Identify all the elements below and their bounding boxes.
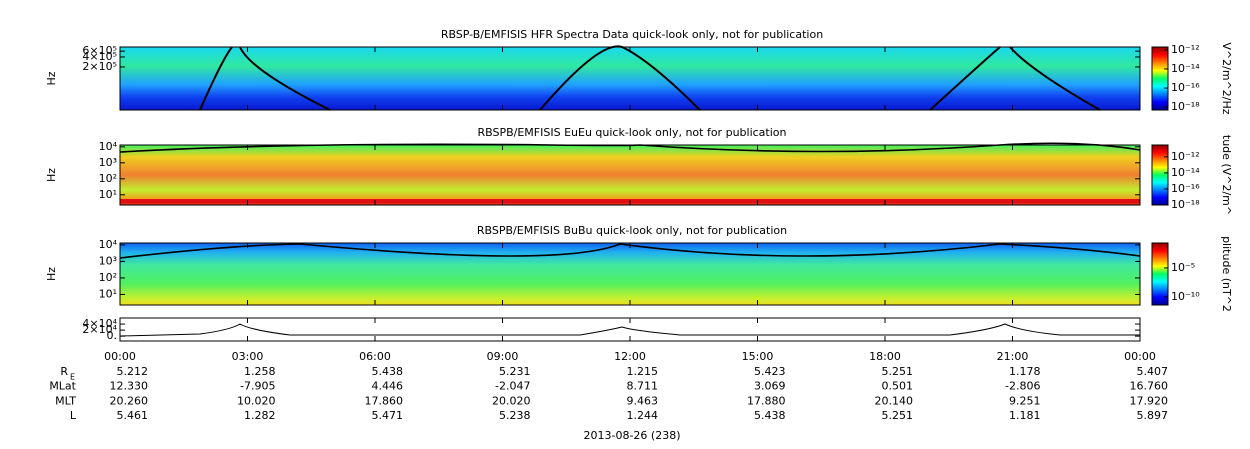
spectrogram: [120, 47, 1140, 110]
colorbar-tick-label: 10⁻¹⁶: [1171, 182, 1200, 195]
ephemeris-value: 9.463: [627, 394, 659, 407]
ephemeris-value: 12.330: [110, 380, 149, 393]
colorbar-tick-label: 10⁻¹⁴: [1171, 166, 1200, 179]
ephemeris-value: 20.140: [875, 394, 914, 407]
colorbar: [1151, 46, 1169, 111]
colorbar-label: plitude (nT^2: [1220, 236, 1233, 312]
y-tick-label: 10³: [99, 156, 117, 169]
ephemeris-value: 1.181: [1009, 409, 1041, 422]
ephemeris-value: 5.231: [499, 365, 531, 378]
x-tick-label: 15:00: [742, 350, 774, 363]
x-tick-label: 03:00: [232, 350, 264, 363]
y-tick-label: 6×10⁵: [82, 44, 117, 57]
x-tick-label: 09:00: [487, 350, 519, 363]
ephemeris-label: L: [70, 409, 77, 422]
ephemeris-value: 9.251: [1009, 394, 1041, 407]
y-axis-label: Hz: [45, 71, 58, 85]
ephemeris-value: 1.178: [1009, 365, 1041, 378]
colorbar-label: V^2/m^2/Hz: [1220, 42, 1233, 114]
colorbar-tick-label: 10⁻¹⁸: [1171, 100, 1200, 113]
y-tick-label: 4×10⁴: [82, 317, 117, 330]
colorbar-tick-label: 10⁻⁵: [1171, 261, 1195, 274]
density-trace: [119, 323, 1140, 337]
ephemeris-value: 20.020: [492, 394, 531, 407]
colorbar-tick-label: 10⁻¹⁸: [1171, 198, 1200, 211]
x-tick-label: 00:00: [1124, 350, 1156, 363]
ephemeris-label-subscript: E: [70, 373, 75, 382]
panel-title: RBSPB/EMFISIS BuBu quick-look only, not …: [477, 224, 787, 237]
y-tick-label: 4×10⁵: [82, 50, 117, 63]
ephemeris-value: 1.244: [627, 409, 659, 422]
ephemeris-value: 3.069: [754, 380, 786, 393]
y-tick-label: 10⁴: [99, 238, 118, 251]
ephemeris-label: MLT: [55, 394, 76, 407]
y-axis-label: Hz: [45, 168, 58, 182]
ephemeris-value: 4.446: [372, 380, 404, 393]
colorbar: [1151, 242, 1169, 306]
ephemeris-value: 20.260: [110, 394, 149, 407]
ephemeris-value: 17.860: [365, 394, 404, 407]
ephemeris-value: 5.897: [1137, 409, 1169, 422]
x-tick-label: 06:00: [359, 350, 391, 363]
y-tick-label: 10¹: [99, 287, 117, 300]
date-label: 2013-08-26 (238): [583, 429, 680, 442]
colorbar-tick-label: 10⁻¹²: [1171, 43, 1200, 56]
colorbar-tick-label: 10⁻¹⁶: [1171, 81, 1200, 94]
ephemeris-value: 1.215: [627, 365, 659, 378]
colorbar-tick-label: 10⁻¹⁰: [1171, 290, 1200, 303]
y-tick-label: 0.: [107, 329, 118, 342]
ephemeris-value: 1.258: [244, 365, 276, 378]
ephemeris-value: 0.501: [882, 380, 914, 393]
y-tick-label: 10¹: [99, 188, 117, 201]
ephemeris-value: 5.438: [372, 365, 404, 378]
ephemeris-value: -7.905: [240, 380, 275, 393]
y-tick-label: 10²: [99, 271, 117, 284]
ephemeris-value: 5.471: [372, 409, 404, 422]
y-tick-label: 10²: [99, 172, 117, 185]
ephemeris-value: 5.251: [882, 409, 914, 422]
panel-title: RBSP-B/EMFISIS HFR Spectra Data quick-lo…: [441, 28, 823, 41]
colorbar-tick-label: 10⁻¹²: [1171, 150, 1200, 163]
ephemeris-value: 8.711: [627, 380, 659, 393]
y-tick-label: 10⁴: [99, 140, 118, 153]
ephemeris-value: 5.407: [1137, 365, 1169, 378]
colorbar: [1151, 144, 1169, 206]
ephemeris-value: 5.238: [499, 409, 531, 422]
ephemeris-value: 17.920: [1130, 394, 1169, 407]
frequency-curve: [119, 243, 1141, 259]
ephemeris-label: R: [60, 365, 68, 378]
x-tick-label: 12:00: [614, 350, 646, 363]
ephemeris-value: 5.438: [754, 409, 786, 422]
ephemeris-value: 16.760: [1130, 380, 1169, 393]
y-tick-label: 2×10⁴: [82, 323, 117, 336]
x-tick-label: 00:00: [104, 350, 136, 363]
y-tick-label: 2×10⁵: [82, 60, 117, 73]
panel-title: RBSPB/EMFISIS EuEu quick-look only, not …: [477, 126, 786, 139]
colorbar-tick-label: 10⁻¹⁴: [1171, 62, 1200, 75]
frequency-curve: [199, 46, 331, 111]
ephemeris-value: 5.212: [117, 365, 149, 378]
ephemeris-value: -2.047: [495, 380, 530, 393]
ephemeris-value: 17.880: [747, 394, 786, 407]
x-tick-label: 18:00: [869, 350, 901, 363]
ephemeris-value: 5.251: [882, 365, 914, 378]
colorbar-label: tude (V^2/m^: [1220, 135, 1233, 215]
ephemeris-value: 5.423: [754, 365, 786, 378]
ephemeris-value: 1.282: [244, 409, 276, 422]
frequency-curve: [929, 46, 1101, 111]
ephemeris-label: MLat: [49, 380, 76, 393]
ephemeris-value: 5.461: [117, 409, 149, 422]
spectrogram: [120, 145, 1140, 205]
spectrogram: [120, 243, 1140, 305]
x-tick-label: 21:00: [997, 350, 1029, 363]
y-tick-label: 10³: [99, 254, 117, 267]
ephemeris-value: -2.806: [1005, 380, 1040, 393]
y-axis-label: Hz: [45, 267, 58, 281]
spectrogram-layer: [119, 45, 1141, 337]
ephemeris-value: 10.020: [237, 394, 276, 407]
